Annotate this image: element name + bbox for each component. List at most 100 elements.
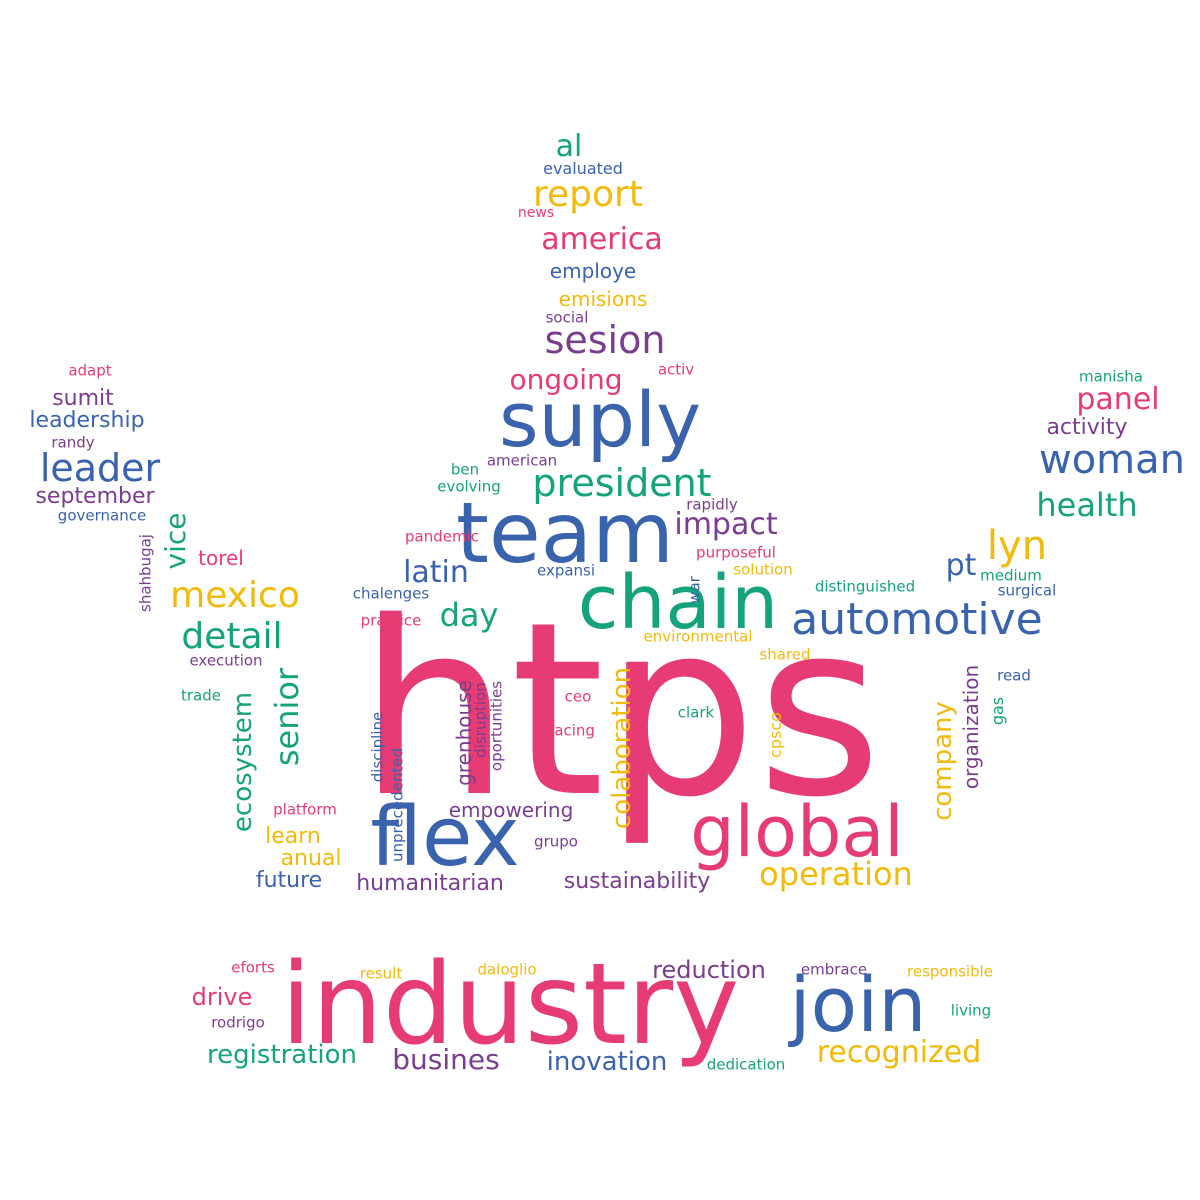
word: team [456, 484, 674, 582]
word: humanitarian [356, 871, 504, 896]
word: anual [280, 846, 342, 871]
word: latin [403, 555, 469, 590]
word: distinguished [814, 577, 916, 596]
word: read [997, 666, 1031, 685]
word: suply [498, 375, 702, 464]
word: america [541, 222, 663, 257]
word: evolving [437, 477, 501, 496]
word: chalenges [352, 584, 430, 603]
word: sesion [544, 318, 666, 362]
word: empowering [448, 798, 574, 822]
word: health [1036, 486, 1138, 524]
word: daloglio [477, 960, 537, 979]
word: al [555, 129, 583, 164]
word: recognized [816, 1035, 982, 1070]
word: ceo [564, 687, 592, 706]
word: leader [39, 446, 161, 490]
word: manisha [1079, 367, 1143, 386]
word: impact [674, 507, 778, 542]
word: september [35, 484, 155, 509]
word: randy [51, 433, 95, 452]
word: unprecedented [388, 748, 407, 862]
word: senior [268, 667, 306, 767]
word: rapidly [686, 495, 738, 514]
word: pandemic [405, 527, 479, 546]
word: governance [57, 506, 147, 525]
word: automotive [791, 594, 1043, 645]
word: organization [959, 664, 983, 790]
word: practice [360, 611, 422, 630]
word: environmental [643, 627, 753, 646]
word: rodrigo [211, 1013, 265, 1032]
word: medium [980, 566, 1042, 585]
word: report [533, 174, 643, 215]
word: discipline [368, 711, 387, 783]
word: industry [280, 940, 740, 1070]
word: war [685, 576, 704, 604]
word: panel [1076, 382, 1160, 417]
word: shared [759, 645, 811, 664]
word: global [690, 791, 904, 873]
word: operation [759, 855, 913, 893]
word: busines [392, 1043, 500, 1076]
word: mexico [170, 575, 300, 616]
word: sumit [52, 386, 114, 411]
word: reduction [652, 956, 766, 984]
word: leadership [29, 408, 145, 433]
word: chain [577, 560, 779, 646]
word: learn [265, 824, 321, 849]
word: clark [677, 703, 715, 722]
word: facing [549, 721, 595, 740]
word: result [359, 964, 403, 983]
word: colaboration [607, 666, 637, 830]
word: grupo [534, 832, 578, 851]
word: vice [159, 512, 192, 570]
word: inovation [546, 1047, 668, 1077]
word: news [517, 205, 555, 221]
word: solution [733, 560, 793, 579]
word: employe [549, 259, 637, 283]
word: living [950, 1001, 992, 1020]
word: join [789, 960, 927, 1049]
word: purposeful [696, 543, 776, 562]
word: cpsco [766, 712, 785, 758]
word: execution [189, 651, 263, 670]
word: american [486, 451, 558, 470]
word: adapt [68, 361, 112, 380]
word: dedication [706, 1055, 786, 1074]
word: shahbugaj [136, 534, 155, 612]
word: detail [181, 616, 283, 657]
word: lyn [986, 523, 1048, 569]
word: president [532, 461, 712, 505]
word: torel [198, 546, 244, 570]
word: woman [1038, 437, 1186, 483]
word: pt [945, 548, 977, 583]
word: disruption [471, 682, 490, 758]
word: flex [370, 790, 520, 885]
word: future [255, 868, 323, 893]
word: company [928, 701, 958, 821]
word: oportunities [487, 680, 506, 772]
word: emisions [558, 287, 648, 311]
word: eforts [231, 958, 275, 977]
word: sustainability [563, 869, 711, 894]
word: ben [450, 460, 480, 479]
word: social [545, 308, 589, 327]
word: day [439, 596, 499, 634]
word: embrace [800, 960, 868, 979]
word: drive [191, 983, 253, 1011]
word: ongoing [509, 363, 623, 396]
word: platform [273, 800, 337, 819]
word: responsible [907, 962, 993, 981]
word: registration [206, 1040, 358, 1070]
word: expansi [536, 561, 596, 580]
word: trade [181, 686, 221, 705]
word: evaluated [543, 159, 623, 178]
word: ecosystem [228, 691, 258, 833]
word: surgical [997, 581, 1057, 600]
word: activ [657, 360, 695, 379]
word: gas [988, 696, 1007, 726]
word: activity [1046, 415, 1128, 440]
word: htps [358, 570, 882, 850]
